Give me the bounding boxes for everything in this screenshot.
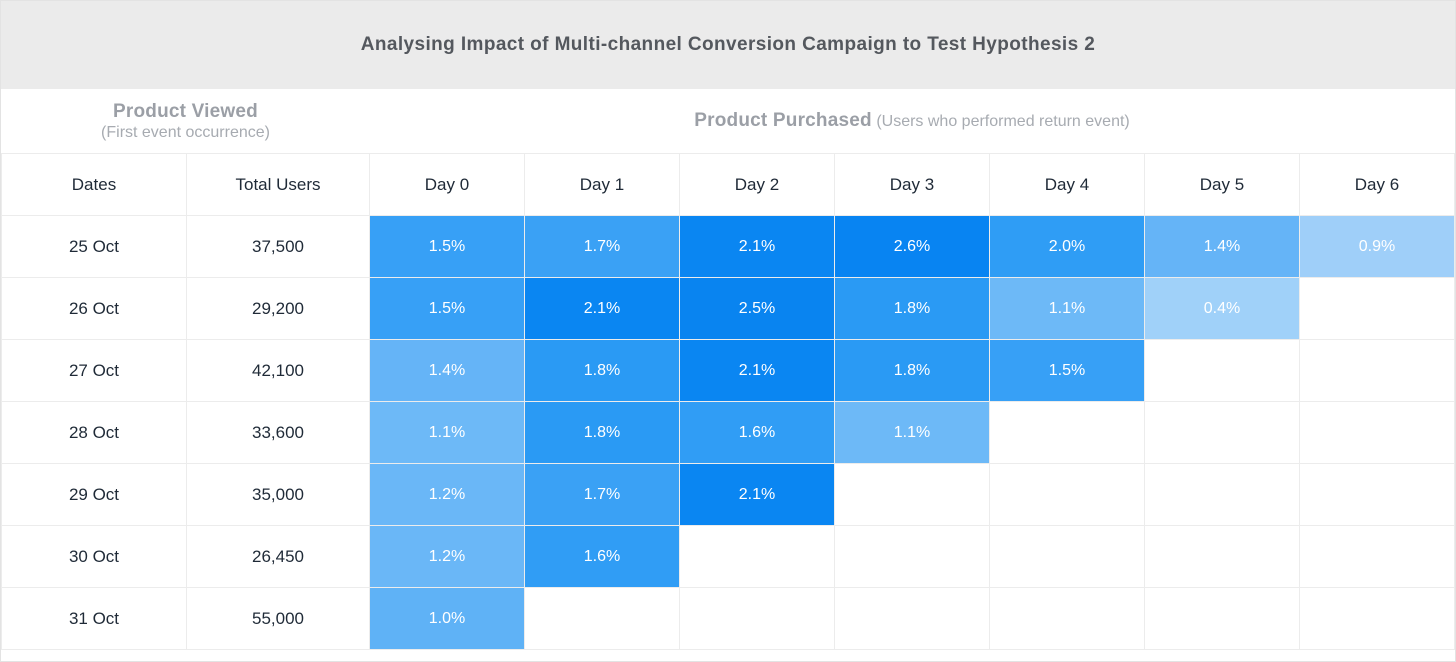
empty-cell (834, 525, 990, 588)
cohort-row: 30 Oct 26,450 1.2% 1.6% (1, 525, 1455, 588)
date-cell: 28 Oct (1, 401, 187, 464)
total-users-cell: 29,200 (186, 277, 370, 340)
date-cell: 26 Oct (1, 277, 187, 340)
total-users-column-header: Total Users (186, 153, 370, 216)
total-users-cell: 37,500 (186, 215, 370, 278)
retention-cell: 1.2% (369, 525, 525, 588)
retention-cell: 1.7% (524, 215, 680, 278)
retention-cell: 1.2% (369, 463, 525, 526)
retention-cell: 1.6% (524, 525, 680, 588)
empty-cell (1299, 463, 1455, 526)
retention-cell: 1.5% (369, 277, 525, 340)
retention-cell: 2.0% (989, 215, 1145, 278)
empty-cell (524, 587, 680, 650)
empty-cell (679, 587, 835, 650)
retention-cell: 2.1% (524, 277, 680, 340)
section-header-row: Product Viewed (First event occurrence) … (1, 89, 1455, 154)
product-purchased-title: Product Purchased (694, 110, 872, 131)
retention-cell: 2.6% (834, 215, 990, 278)
empty-cell (1299, 277, 1455, 340)
empty-cell (1144, 339, 1300, 402)
cohort-table-body: 25 Oct 37,500 1.5% 1.7% 2.1% 2.6% 2.0% 1.4% 0.9%… (1, 215, 1455, 650)
empty-cell (679, 525, 835, 588)
product-viewed-title: Product Viewed (113, 100, 258, 122)
retention-cell: 2.1% (679, 339, 835, 402)
cohort-table: Product Viewed (First event occurrence) … (1, 89, 1455, 650)
column-header-row: Dates Total Users Day 0 Day 1 Day 2 Day 3 Da… (1, 153, 1455, 216)
retention-cell: 1.5% (989, 339, 1145, 402)
total-users-cell: 26,450 (186, 525, 370, 588)
empty-cell (1299, 587, 1455, 650)
retention-cell: 0.4% (1144, 277, 1300, 340)
retention-cell: 1.0% (369, 587, 525, 650)
empty-cell (1144, 525, 1300, 588)
retention-cell: 2.1% (679, 463, 835, 526)
retention-cell: 1.8% (524, 339, 680, 402)
cohort-row: 25 Oct 37,500 1.5% 1.7% 2.1% 2.6% 2.0% 1.4% 0.9% (1, 215, 1455, 278)
day-column-header: Day 5 (1144, 153, 1300, 216)
empty-cell (1144, 587, 1300, 650)
retention-cell: 1.8% (524, 401, 680, 464)
empty-cell (834, 463, 990, 526)
dates-column-header: Dates (1, 153, 187, 216)
cohort-row: 31 Oct 55,000 1.0% (1, 587, 1455, 650)
empty-cell (989, 525, 1145, 588)
day-column-header: Day 1 (524, 153, 680, 216)
total-users-cell: 35,000 (186, 463, 370, 526)
empty-cell (1299, 401, 1455, 464)
total-users-cell: 33,600 (186, 401, 370, 464)
retention-cell: 1.5% (369, 215, 525, 278)
empty-cell (1144, 463, 1300, 526)
report-title: Analysing Impact of Multi-channel Conver… (360, 34, 1096, 55)
date-cell: 31 Oct (1, 587, 187, 650)
empty-cell (989, 587, 1145, 650)
cohort-row: 28 Oct 33,600 1.1% 1.8% 1.6% 1.1% (1, 401, 1455, 464)
day-column-header: Day 4 (989, 153, 1145, 216)
empty-cell (1299, 339, 1455, 402)
date-cell: 25 Oct (1, 215, 187, 278)
retention-cell: 1.1% (989, 277, 1145, 340)
empty-cell (1299, 525, 1455, 588)
retention-cell: 2.5% (679, 277, 835, 340)
retention-cell: 1.1% (369, 401, 525, 464)
retention-cell: 2.1% (679, 215, 835, 278)
day-column-header: Day 2 (679, 153, 835, 216)
total-users-cell: 55,000 (186, 587, 370, 650)
day-column-header: Day 0 (369, 153, 525, 216)
product-viewed-header: Product Viewed (First event occurrence) (1, 89, 370, 154)
empty-cell (834, 587, 990, 650)
day-column-header: Day 3 (834, 153, 990, 216)
cohort-row: 29 Oct 35,000 1.2% 1.7% 2.1% (1, 463, 1455, 526)
retention-cell: 1.7% (524, 463, 680, 526)
product-purchased-header: Product Purchased (Users who performed r… (369, 89, 1455, 154)
date-cell: 30 Oct (1, 525, 187, 588)
retention-cell: 1.8% (834, 339, 990, 402)
day-column-header: Day 6 (1299, 153, 1455, 216)
empty-cell (1144, 401, 1300, 464)
total-users-cell: 42,100 (186, 339, 370, 402)
date-cell: 27 Oct (1, 339, 187, 402)
retention-cell: 1.8% (834, 277, 990, 340)
cohort-row: 26 Oct 29,200 1.5% 2.1% 2.5% 1.8% 1.1% 0.4% (1, 277, 1455, 340)
product-viewed-subtitle: (First event occurrence) (101, 123, 270, 141)
report-header: Analysing Impact of Multi-channel Conver… (1, 1, 1455, 89)
retention-cell: 1.1% (834, 401, 990, 464)
retention-cell: 1.4% (1144, 215, 1300, 278)
product-purchased-subtitle: (Users who performed return event) (876, 113, 1130, 130)
retention-cell: 1.6% (679, 401, 835, 464)
retention-cell: 1.4% (369, 339, 525, 402)
cohort-row: 27 Oct 42,100 1.4% 1.8% 2.1% 1.8% 1.5% (1, 339, 1455, 402)
empty-cell (989, 401, 1145, 464)
retention-cell: 0.9% (1299, 215, 1455, 278)
empty-cell (989, 463, 1145, 526)
date-cell: 29 Oct (1, 463, 187, 526)
